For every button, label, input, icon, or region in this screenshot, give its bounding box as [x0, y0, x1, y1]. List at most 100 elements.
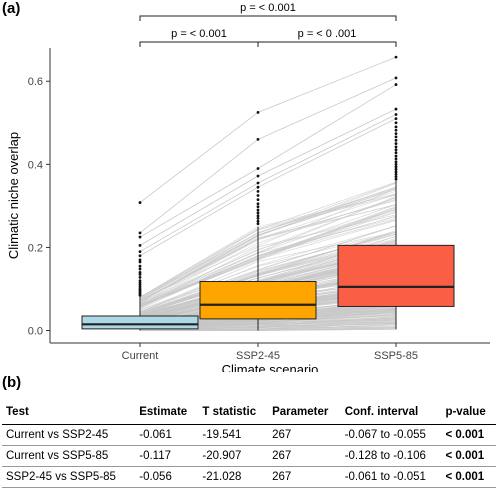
y-tick-label: 0.4	[28, 159, 43, 171]
outlier-point	[394, 128, 398, 132]
cell-conf-interval: -0.061 to -0.051	[340, 466, 442, 488]
table-row: Current vs SSP2-45 -0.061 -19.541 267 -0…	[2, 424, 496, 446]
outlier-point	[394, 107, 398, 111]
significance-brackets: p = < 0.001 p = < 0 .001 p = < 0.001	[139, 2, 397, 47]
outlier-point	[394, 132, 398, 135]
cell-estimate: -0.056	[135, 466, 199, 488]
box-ssp5-85	[337, 244, 455, 307]
outlier-point	[394, 167, 398, 171]
outlier-point	[394, 160, 398, 164]
cell-p-value: < 0.001	[441, 445, 496, 467]
cell-estimate: -0.061	[135, 424, 199, 446]
outlier-point	[256, 214, 260, 218]
cell-p-value: < 0.001	[441, 424, 496, 446]
outlier-point	[138, 293, 142, 297]
outlier-point	[394, 142, 398, 145]
cell-parameter: 267	[268, 445, 341, 467]
box-ssp2-45	[199, 281, 317, 320]
bracket-label: p = < 0 .001	[298, 28, 357, 40]
outlier-point	[394, 83, 398, 86]
outlier-point	[138, 281, 142, 285]
cell-t-statistic: -20.907	[198, 445, 269, 467]
cell-parameter: 267	[268, 424, 341, 446]
col-header-t-statistic: T statistic	[198, 403, 269, 425]
paired-line	[139, 56, 397, 203]
outlier-point	[138, 260, 142, 264]
y-tick-label: 0.0	[28, 326, 43, 338]
outlier-point	[394, 175, 398, 179]
outlier-point	[138, 279, 142, 283]
cell-conf-interval: -0.128 to -0.106	[340, 445, 442, 467]
x-tick-label: SSP5-85	[374, 350, 418, 362]
bracket-label: p = < 0.001	[171, 28, 227, 40]
col-header-estimate: Estimate	[135, 403, 199, 425]
outlier-point	[256, 194, 260, 197]
col-header-conf-interval: Conf. interval	[340, 403, 442, 425]
paired-line	[139, 77, 397, 234]
outlier-point	[394, 172, 398, 176]
cell-conf-interval: -0.067 to -0.055	[340, 424, 442, 446]
outlier-point	[256, 205, 260, 209]
outlier-point	[138, 231, 142, 235]
outliers	[138, 55, 398, 297]
outlier-point	[394, 125, 398, 129]
outlier-point	[138, 283, 142, 287]
x-tick-label: SSP2-45	[236, 350, 280, 362]
outlier-point	[138, 201, 142, 204]
outlier-point	[138, 243, 142, 247]
outlier-point	[138, 273, 142, 276]
y-axis-label: Climatic niche overlap	[6, 132, 21, 259]
cell-estimate: -0.117	[135, 445, 199, 467]
cell-t-statistic: -19.541	[198, 424, 269, 446]
table-row: Current vs SSP5-85 -0.117 -20.907 267 -0…	[2, 445, 496, 467]
outlier-point	[256, 198, 260, 202]
col-header-test: Test	[2, 403, 136, 425]
outlier-point	[138, 285, 142, 289]
bracket-line	[139, 15, 397, 21]
panel-a-label: (a)	[2, 0, 21, 17]
boxplot-chart: 0.0 0.2 0.4 0.6 Current SSP2-45 SSP5-85 Climate…	[6, 2, 490, 372]
outlier-point	[138, 267, 142, 271]
outlier-point	[256, 174, 260, 178]
outlier-point	[394, 121, 398, 125]
box-current	[81, 315, 199, 330]
bracket-line	[257, 41, 397, 47]
cell-test: Current vs SSP2-45	[2, 424, 136, 446]
outlier-point	[138, 250, 142, 253]
outlier-point	[256, 138, 260, 141]
outlier-point	[394, 157, 398, 161]
cell-test: Current vs SSP5-85	[2, 445, 136, 467]
outlier-point	[394, 55, 398, 59]
cell-parameter: 267	[268, 466, 341, 488]
outlier-point	[394, 148, 398, 152]
outlier-point	[138, 254, 142, 258]
outlier-point	[394, 162, 398, 166]
outlier-point	[138, 270, 142, 274]
outlier-point	[394, 154, 398, 158]
outlier-point	[256, 185, 260, 189]
table-header-row: Test Estimate T statistic Parameter Conf…	[2, 403, 496, 425]
outlier-point	[394, 113, 398, 116]
x-tick-label: Current	[122, 350, 159, 362]
cell-test: SSP2-45 vs SSP5-85	[2, 466, 136, 488]
col-header-parameter: Parameter	[268, 403, 341, 425]
outlier-point	[394, 177, 398, 181]
outlier-point	[394, 76, 398, 80]
outlier-point	[256, 219, 260, 223]
outlier-point	[394, 135, 398, 139]
outlier-point	[138, 275, 142, 279]
outlier-point	[256, 111, 260, 114]
bracket-label: p = < 0.001	[240, 2, 296, 14]
axes: 0.0 0.2 0.4 0.6 Current SSP2-45 SSP5-85 Climate…	[6, 48, 490, 372]
panel-b-label: (b)	[2, 374, 22, 391]
outlier-point	[138, 264, 142, 268]
col-header-p-value: p-value	[441, 403, 496, 425]
outlier-point	[394, 138, 398, 142]
stats-table: Test Estimate T statistic Parameter Conf…	[2, 403, 496, 488]
x-axis-label: Climate scenario	[222, 362, 319, 372]
outlier-point	[394, 117, 398, 121]
cell-p-value: < 0.001	[441, 466, 496, 488]
boxes	[81, 180, 455, 331]
outlier-point	[394, 170, 398, 174]
outlier-point	[394, 145, 398, 149]
